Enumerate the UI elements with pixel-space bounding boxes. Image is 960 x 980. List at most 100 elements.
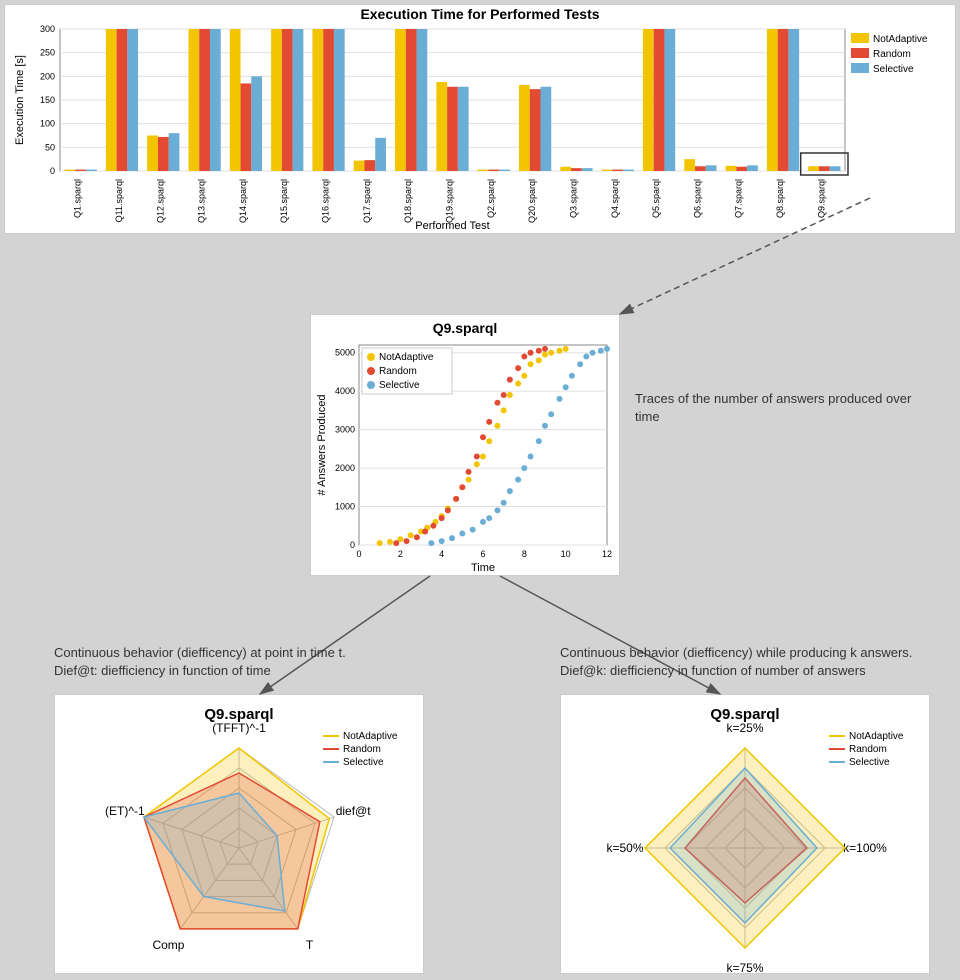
legend-item: Selective bbox=[343, 757, 384, 768]
scatter-point bbox=[577, 361, 583, 367]
bar-xtick: Q2.sparql bbox=[486, 179, 496, 218]
scatter-point bbox=[548, 411, 554, 417]
bar-xtick: Q3.sparql bbox=[568, 179, 578, 218]
bar-xtick: Q12.sparql bbox=[155, 179, 165, 223]
scatter-ytick: 1000 bbox=[335, 502, 355, 512]
radar-right-panel: Q9.sparqlk=25%k=100%k=75%k=50%NotAdaptiv… bbox=[560, 694, 930, 974]
scatter-point bbox=[439, 538, 445, 544]
bar-xtick: Q20.sparql bbox=[527, 179, 537, 223]
bar bbox=[706, 165, 717, 171]
highlight-box bbox=[801, 153, 848, 175]
scatter-point bbox=[528, 361, 534, 367]
scatter-ylabel: # Answers Produced bbox=[316, 395, 328, 496]
bar bbox=[571, 168, 582, 171]
radar-legend: NotAdaptiveRandomSelective bbox=[323, 731, 398, 768]
bar-xtick: Q16.sparql bbox=[321, 179, 331, 223]
bar bbox=[830, 166, 841, 171]
scatter-ytick: 0 bbox=[350, 540, 355, 550]
bar bbox=[127, 29, 138, 171]
bar bbox=[117, 29, 128, 171]
radar-left-panel: Q9.sparql(TFFT)^-1dief@tTComp(ET)^-1NotA… bbox=[54, 694, 424, 974]
annotation-left-desc: Continuous behavior (diefficency) at poi… bbox=[54, 644, 474, 680]
bar bbox=[695, 166, 706, 171]
annotation-traces: Traces of the number of answers produced… bbox=[635, 390, 925, 426]
scatter-point bbox=[430, 523, 436, 529]
bar bbox=[406, 29, 417, 171]
scatter-point bbox=[542, 352, 548, 358]
scatter-point bbox=[515, 477, 521, 483]
bar bbox=[726, 166, 737, 171]
radar-axis-label: Comp bbox=[152, 938, 184, 952]
bar-xtick: Q14.sparql bbox=[238, 179, 248, 223]
scatter-xtick: 2 bbox=[398, 549, 403, 559]
bar-ytick: 0 bbox=[50, 166, 55, 176]
bar bbox=[75, 170, 86, 171]
radar-axis-label: (TFFT)^-1 bbox=[212, 721, 266, 735]
radar-axis-label: k=25% bbox=[726, 721, 763, 735]
annotation-right-desc: Continuous behavior (diefficency) while … bbox=[560, 644, 960, 680]
scatter-point bbox=[515, 365, 521, 371]
scatter-point bbox=[428, 540, 434, 546]
bar bbox=[447, 87, 458, 171]
scatter-point bbox=[470, 527, 476, 533]
bar-xtick: Q1.sparql bbox=[73, 179, 83, 218]
bar bbox=[65, 170, 76, 171]
legend-item: Selective bbox=[379, 380, 420, 391]
bar-ytick: 200 bbox=[40, 71, 55, 81]
scatter-point bbox=[548, 350, 554, 356]
bar bbox=[354, 161, 365, 171]
bar bbox=[747, 165, 758, 171]
scatter-ytick: 3000 bbox=[335, 425, 355, 435]
scatter-point bbox=[556, 348, 562, 354]
bar bbox=[684, 159, 695, 171]
scatter-point bbox=[563, 384, 569, 390]
bar-xtick: Q9.sparql bbox=[816, 179, 826, 218]
scatter-point bbox=[515, 380, 521, 386]
bar bbox=[778, 29, 789, 171]
radar-axis-label: dief@t bbox=[336, 804, 372, 818]
bar bbox=[106, 29, 117, 171]
scatter-point bbox=[528, 454, 534, 460]
scatter-point bbox=[521, 373, 527, 379]
scatter-xlabel: Time bbox=[471, 562, 495, 574]
bar bbox=[541, 87, 552, 171]
bar bbox=[664, 29, 675, 171]
scatter-title: Q9.sparql bbox=[433, 320, 498, 336]
bar-legend: NotAdaptiveRandomSelective bbox=[851, 33, 928, 75]
bar bbox=[499, 170, 510, 171]
scatter-point bbox=[453, 496, 459, 502]
bar bbox=[251, 76, 262, 171]
bar-chart-title: Execution Time for Performed Tests bbox=[360, 6, 599, 22]
bar-chart-svg: Execution Time for Performed Tests050100… bbox=[5, 5, 955, 233]
scatter-point bbox=[480, 519, 486, 525]
bar-xtick: Q15.sparql bbox=[279, 179, 289, 223]
scatter-point bbox=[536, 357, 542, 363]
legend-item: Random bbox=[849, 744, 887, 755]
scatter-point bbox=[480, 454, 486, 460]
scatter-point bbox=[501, 392, 507, 398]
bar bbox=[312, 29, 323, 171]
bar bbox=[654, 29, 665, 171]
scatter-point bbox=[480, 434, 486, 440]
scatter-xtick: 0 bbox=[356, 549, 361, 559]
scatter-point bbox=[494, 507, 500, 513]
bar-xtick: Q11.sparql bbox=[114, 179, 124, 222]
scatter-point bbox=[598, 348, 604, 354]
scatter-point bbox=[590, 350, 596, 356]
bar-xtick: Q17.sparql bbox=[362, 179, 372, 223]
bar-xtick: Q18.sparql bbox=[403, 179, 413, 223]
bar bbox=[271, 29, 282, 171]
bar-xtick: Q4.sparql bbox=[610, 179, 620, 218]
bar-xtick: Q13.sparql bbox=[197, 179, 207, 223]
scatter-point bbox=[459, 484, 465, 490]
scatter-point bbox=[556, 396, 562, 402]
radar-axis-label: (ET)^-1 bbox=[105, 804, 145, 818]
bar bbox=[736, 167, 747, 171]
legend-item: Selective bbox=[873, 64, 914, 75]
scatter-point bbox=[536, 438, 542, 444]
bar bbox=[478, 170, 489, 171]
bar-xtick: Q6.sparql bbox=[692, 179, 702, 218]
scatter-point bbox=[459, 530, 465, 536]
scatter-ytick: 5000 bbox=[335, 348, 355, 358]
bar bbox=[86, 170, 97, 171]
